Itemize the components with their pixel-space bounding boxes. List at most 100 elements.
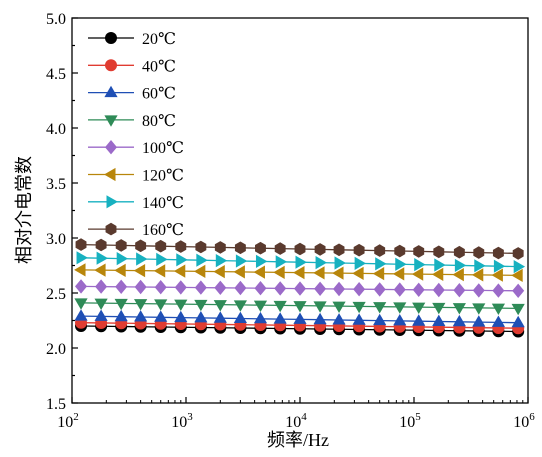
data-point	[332, 313, 346, 325]
data-point	[393, 302, 407, 314]
data-point	[274, 281, 287, 296]
data-point	[154, 310, 168, 322]
data-point	[372, 267, 385, 281]
plot-frame	[71, 17, 529, 404]
data-point	[332, 301, 346, 314]
data-point	[74, 298, 88, 310]
data-point	[452, 268, 464, 282]
data-point	[235, 254, 248, 268]
y-tick-label: 4.0	[46, 121, 66, 138]
data-point	[431, 267, 444, 282]
series-140℃	[76, 251, 526, 274]
y-axis-label: 相对介电常数	[14, 156, 34, 264]
data-point	[213, 311, 227, 323]
data-point	[333, 281, 346, 297]
data-point	[213, 265, 225, 279]
data-point	[353, 281, 366, 297]
data-point	[313, 312, 327, 325]
data-point	[472, 303, 486, 315]
legend-label: 80℃	[142, 113, 176, 130]
legend-label: 20℃	[142, 31, 176, 48]
legend-marker	[104, 85, 118, 98]
data-point	[214, 280, 227, 296]
data-point	[452, 314, 466, 327]
data-point	[274, 242, 286, 255]
data-point	[76, 251, 88, 265]
data-point	[234, 280, 247, 296]
data-point	[294, 242, 306, 256]
data-point	[234, 241, 246, 255]
data-point	[253, 311, 268, 324]
data-point	[315, 256, 327, 270]
data-point	[293, 312, 307, 324]
data-point	[374, 244, 386, 257]
data-point	[433, 245, 445, 259]
data-point	[273, 312, 287, 324]
data-point	[414, 257, 426, 272]
legend-item: 40℃	[88, 58, 176, 75]
data-point	[493, 259, 506, 273]
data-point	[375, 257, 387, 271]
data-point	[214, 241, 226, 254]
data-point	[492, 283, 505, 298]
x-axis-label: 频率/Hz	[267, 430, 329, 450]
data-point	[412, 314, 426, 326]
y-tick-label: 2.5	[46, 286, 66, 303]
data-point	[471, 268, 484, 282]
x-tick-label: 105	[399, 411, 421, 431]
data-point	[353, 243, 365, 257]
data-point	[174, 280, 187, 295]
data-point	[94, 298, 108, 311]
data-point	[215, 254, 228, 268]
data-point	[233, 311, 247, 324]
plot-area	[74, 238, 526, 338]
data-point	[273, 265, 285, 280]
data-point	[115, 239, 127, 252]
legend-label: 40℃	[142, 58, 176, 75]
data-point	[134, 310, 148, 322]
series-160℃	[75, 238, 524, 260]
y-tick-label: 3.0	[46, 231, 66, 248]
legend-label: 160℃	[142, 222, 184, 239]
legend-label: 120℃	[142, 168, 184, 185]
data-point	[136, 252, 148, 266]
series-120℃	[74, 263, 523, 282]
x-tick-label: 103	[171, 411, 193, 431]
data-point	[513, 260, 526, 274]
data-point	[174, 310, 188, 323]
data-point	[96, 251, 109, 265]
y-tick-label: 1.5	[46, 396, 66, 413]
legend-marker	[105, 59, 117, 72]
data-point	[434, 258, 446, 272]
data-point	[253, 265, 265, 279]
data-point	[133, 264, 146, 278]
data-point	[314, 243, 326, 256]
data-point	[116, 252, 129, 266]
data-point	[74, 263, 86, 277]
data-point	[176, 253, 188, 267]
y-tick-label: 2.0	[46, 341, 66, 358]
data-point	[412, 282, 425, 297]
data-point	[135, 239, 147, 253]
data-point	[332, 266, 344, 280]
data-point	[294, 281, 306, 296]
series-80℃	[74, 298, 525, 316]
data-point	[511, 268, 523, 282]
data-point	[233, 300, 247, 312]
legend-item: 60℃	[88, 86, 176, 103]
data-point	[115, 279, 128, 295]
data-point	[313, 301, 327, 313]
legend-label: 60℃	[142, 86, 176, 103]
data-point	[454, 258, 467, 273]
legend-item: 160℃	[88, 222, 184, 239]
data-point	[352, 266, 364, 280]
data-point	[253, 300, 268, 313]
data-point	[452, 303, 466, 315]
data-point	[333, 243, 345, 257]
data-point	[74, 309, 88, 321]
data-point	[293, 301, 307, 313]
data-point	[154, 299, 168, 311]
data-point	[193, 264, 206, 279]
data-point	[174, 299, 188, 312]
data-point	[213, 300, 227, 312]
